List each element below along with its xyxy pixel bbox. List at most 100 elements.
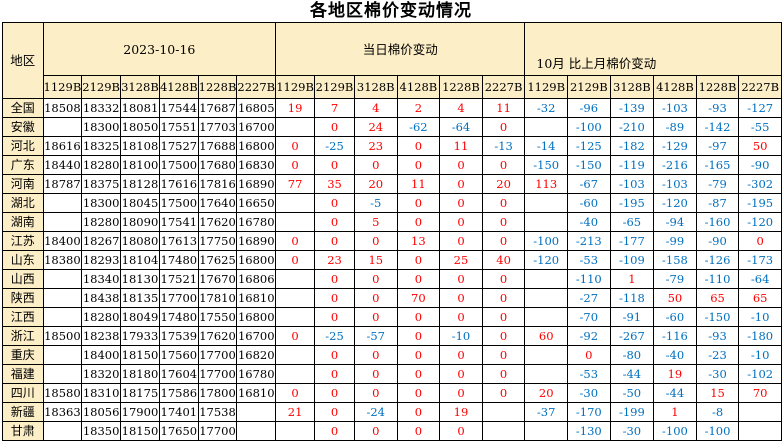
prices-cell: 16830	[236, 155, 277, 175]
daily-cell: 0	[314, 117, 355, 137]
prices-cell: 18267	[81, 231, 121, 251]
prices-cell: 17816	[197, 174, 238, 194]
daily-cell: 0	[481, 383, 526, 403]
prices-cell: 17620	[197, 212, 238, 232]
grade-column-header: 1129B	[524, 75, 568, 99]
monthly-cell: -32	[524, 98, 568, 118]
monthly-cell: -150	[567, 155, 611, 175]
daily-cell	[275, 212, 316, 232]
daily-cell: 0	[481, 307, 526, 327]
daily-cell: 0	[481, 326, 526, 346]
daily-cell: 15	[353, 250, 398, 270]
prices-cell: 17551	[158, 117, 199, 137]
monthly-cell: -216	[653, 155, 697, 175]
prices-cell: 17933	[119, 326, 160, 346]
monthly-cell: -210	[609, 117, 655, 137]
daily-cell: 0	[396, 307, 441, 327]
monthly-cell: -53	[567, 250, 611, 270]
monthly-cell: -195	[609, 193, 655, 213]
daily-cell: 0	[481, 155, 526, 175]
monthly-cell: 50	[653, 288, 697, 308]
prices-cell: 17613	[158, 231, 199, 251]
grade-column-header: 2227B	[738, 75, 782, 99]
region-cell: 江西	[2, 307, 44, 327]
prices-cell: 16800	[236, 136, 277, 156]
prices-cell: 17480	[158, 250, 199, 270]
monthly-cell	[738, 402, 782, 422]
daily-cell: 0	[275, 383, 316, 403]
table-row: 广东 18440 18280 18100 17500 17680 16830 0 0 0 0 0 0 -1…	[2, 155, 782, 175]
monthly-cell: 15	[695, 383, 740, 403]
prices-cell: 18375	[81, 174, 121, 194]
daily-cell: 0	[314, 231, 355, 251]
prices-cell: 16650	[236, 193, 277, 213]
prices-cell: 18050	[119, 117, 160, 137]
prices-cell: 17616	[158, 174, 199, 194]
monthly-cell: 0	[738, 231, 782, 251]
monthly-cell: -8	[695, 402, 740, 422]
daily-cell: 11	[439, 136, 483, 156]
daily-cell: 4	[353, 98, 398, 118]
prices-cell: 18363	[42, 402, 83, 422]
daily-cell: 0	[481, 212, 526, 232]
prices-cell	[236, 421, 277, 441]
monthly-cell: -100	[695, 421, 740, 441]
monthly-cell: -195	[738, 193, 782, 213]
prices-cell: 17401	[158, 402, 199, 422]
region-cell: 湖北	[2, 193, 44, 213]
monthly-cell: -23	[695, 345, 740, 365]
monthly-cell: 50	[738, 136, 782, 156]
prices-cell: 18440	[42, 155, 83, 175]
monthly-cell: 113	[524, 174, 568, 194]
daily-cell: 0	[396, 212, 441, 232]
table-row: 山西 18340 18130 17521 17670 16806 0 0 0 0 0 -110 1 -79…	[2, 269, 782, 289]
prices-cell: 16805	[236, 98, 277, 118]
monthly-cell: -90	[738, 155, 782, 175]
monthly-cell	[524, 117, 568, 137]
daily-cell: 24	[353, 117, 398, 137]
region-cell: 江苏	[2, 231, 44, 251]
daily-cell: 0	[275, 326, 316, 346]
prices-cell: 17700	[197, 421, 238, 441]
table-row: 甘肃 18350 18150 17650 17700 0 0 0 0 -130 -30 -100 -10…	[2, 421, 782, 441]
prices-cell: 18310	[81, 383, 121, 403]
monthly-cell: -30	[695, 364, 740, 384]
prices-cell: 17538	[197, 402, 238, 422]
daily-cell: 40	[481, 250, 526, 270]
monthly-cell: -99	[653, 231, 697, 251]
grade-column-header: 1129B	[275, 75, 316, 99]
daily-cell: 5	[353, 212, 398, 232]
monthly-cell: -89	[653, 117, 697, 137]
prices-cell: 18090	[119, 212, 160, 232]
grade-column-header: 2129B	[81, 75, 121, 99]
prices-cell: 18080	[119, 231, 160, 251]
prices-cell: 17539	[158, 326, 199, 346]
monthly-cell: -79	[695, 174, 740, 194]
monthly-cell: -150	[695, 307, 740, 327]
monthly-cell: -213	[567, 231, 611, 251]
prices-cell: 18130	[119, 269, 160, 289]
prices-cell	[236, 402, 277, 422]
monthly-cell: -177	[609, 231, 655, 251]
daily-cell: 35	[314, 174, 355, 194]
daily-cell: 0	[353, 288, 398, 308]
prices-cell: 17640	[197, 193, 238, 213]
region-cell: 山东	[2, 250, 44, 270]
daily-cell	[275, 307, 316, 327]
region-cell: 陕西	[2, 288, 44, 308]
daily-cell: 0	[275, 250, 316, 270]
prices-cell: 18787	[42, 174, 83, 194]
grade-column-header: 3128B	[119, 75, 160, 99]
daily-cell: -62	[396, 117, 441, 137]
monthly-cell: -199	[609, 402, 655, 422]
grade-column-header: 1129B	[42, 75, 83, 99]
monthly-cell: -103	[653, 174, 697, 194]
monthly-cell: -110	[695, 269, 740, 289]
prices-cell: 17703	[197, 117, 238, 137]
monthly-cell: 1	[653, 402, 697, 422]
group-header-row: 地区 2023-10-16 当日棉价变动 10月 比上月棉价变动	[2, 22, 782, 99]
monthly-cell: -130	[567, 421, 611, 441]
monthly-cell: -87	[695, 193, 740, 213]
prices-cell: 18616	[42, 136, 83, 156]
monthly-cell: -30	[567, 383, 611, 403]
